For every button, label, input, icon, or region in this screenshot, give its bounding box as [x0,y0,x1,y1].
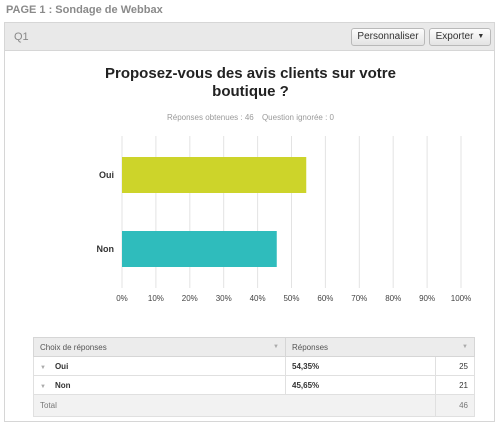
x-tick-label: 30% [216,294,232,303]
column-header-choice[interactable]: Choix de réponses ▼ [33,337,286,357]
exporter-button[interactable]: Exporter ▼ [429,28,491,46]
chart-title-line2: boutique ? [212,83,289,100]
triangle-down-icon: ▼ [40,383,46,390]
question-header: Q1 Personnaliser Exporter ▼ [5,23,494,51]
sort-down-icon: ▼ [273,344,279,350]
caret-down-icon: ▼ [477,33,485,40]
category-label: Oui [99,170,114,180]
x-tick-label: 40% [250,294,266,303]
bar-chart: 0% 10% 20% 30% 40% 50% 60% 70% 80% 90% 100% Oui Non [97,136,471,303]
column-header-choice-label: Choix de réponses [40,342,107,352]
bar-non [122,231,277,267]
table-row: ▼ Non 45,65% 21 [33,375,475,395]
bar-oui [122,157,307,193]
ignored-count: Question ignorée : 0 [261,113,334,122]
chart-title-line1: Proposez-vous des avis clients sur votre [105,65,396,82]
x-tick-label: 50% [283,294,299,303]
triangle-down-icon: ▼ [40,364,46,371]
x-tick-label: 60% [317,294,333,303]
count-cell: 21 [435,375,475,395]
total-count: 46 [435,394,475,417]
page-label: PAGE 1 : Sondage de Webbax [6,4,163,16]
x-tick-label: 10% [148,294,164,303]
results-table: Choix de réponses ▼ Réponses ▼ ▼ Oui 54,3… [33,337,475,417]
percent-cell: 54,35% [285,356,436,376]
choice-label: Non [54,380,71,390]
table-row: ▼ Oui 54,35% 25 [33,356,475,376]
total-label: Total [33,394,436,417]
chart-title: Proposez-vous des avis clients sur votre… [5,65,496,101]
category-label: Non [97,244,115,254]
personnaliser-label: Personnaliser [357,31,419,42]
choice-label: Oui [54,361,69,371]
x-tick-label: 0% [116,294,128,303]
question-panel: Q1 Personnaliser Exporter ▼ Proposez-vous… [4,22,495,422]
x-tick-label: 70% [351,294,367,303]
percent-cell: 45,65% [285,375,436,395]
choice-cell: ▼ Non [33,375,286,395]
x-tick-label: 20% [182,294,198,303]
count-cell: 25 [435,356,475,376]
column-header-responses-label: Réponses [292,342,329,352]
personnaliser-button[interactable]: Personnaliser [351,28,425,46]
question-number: Q1 [14,31,29,43]
response-summary: Réponses obtenues : 46 Question ignorée … [5,113,496,122]
exporter-label: Exporter [435,31,474,42]
sort-down-icon: ▼ [462,344,468,350]
column-header-responses[interactable]: Réponses ▼ [285,337,475,357]
choice-cell: ▼ Oui [33,356,286,376]
responses-count: Réponses obtenues : 46 [166,113,254,122]
x-tick-label: 90% [419,294,435,303]
x-tick-label: 100% [451,294,471,303]
x-tick-label: 80% [385,294,401,303]
total-row: Total 46 [33,394,475,417]
